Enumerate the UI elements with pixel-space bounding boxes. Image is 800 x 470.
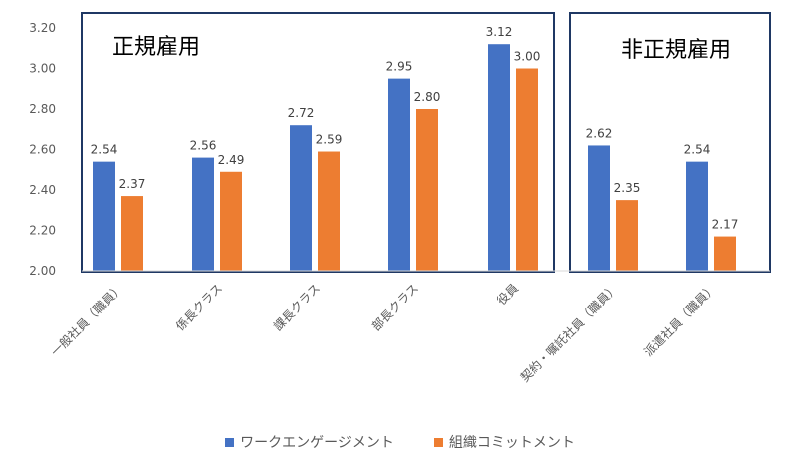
legend-item: 組織コミットメント bbox=[433, 432, 575, 452]
group-label: 正規雇用 bbox=[112, 35, 200, 60]
y-tick-label: 2.00 bbox=[29, 264, 56, 278]
category-label: 課長クラス bbox=[270, 281, 323, 334]
bar bbox=[388, 78, 410, 271]
category-label: 一般社員（職員） bbox=[48, 281, 126, 359]
y-tick-label: 3.00 bbox=[29, 62, 56, 76]
data-label: 2.54 bbox=[684, 143, 711, 157]
bar bbox=[192, 157, 214, 271]
bar bbox=[220, 171, 242, 271]
group-box bbox=[569, 12, 771, 273]
bar bbox=[318, 151, 340, 271]
legend-item: ワークエンゲージメント bbox=[225, 432, 394, 452]
bar bbox=[616, 200, 638, 271]
data-label: 2.37 bbox=[119, 177, 146, 191]
bar bbox=[686, 161, 708, 271]
data-label: 2.35 bbox=[614, 181, 641, 195]
data-label: 2.80 bbox=[414, 90, 441, 104]
legend: ワークエンゲージメント 組織コミットメント bbox=[0, 432, 800, 452]
category-label: 部長クラス bbox=[368, 281, 421, 334]
bar bbox=[714, 236, 736, 271]
y-tick-label: 3.20 bbox=[29, 21, 56, 35]
bars bbox=[82, 44, 770, 272]
data-label: 2.54 bbox=[91, 143, 118, 157]
bar bbox=[416, 109, 438, 271]
data-label: 2.59 bbox=[316, 133, 343, 147]
legend-swatch bbox=[433, 437, 443, 447]
data-label: 2.62 bbox=[586, 126, 613, 140]
legend-swatch bbox=[225, 437, 235, 447]
group-boxes: 正規雇用 非正規雇用 bbox=[81, 12, 771, 273]
y-tick-label: 2.40 bbox=[29, 183, 56, 197]
category-label: 派遣社員（職員） bbox=[641, 281, 719, 359]
bar bbox=[290, 125, 312, 271]
data-label: 2.49 bbox=[218, 153, 245, 167]
legend-label: ワークエンゲージメント bbox=[240, 435, 394, 451]
bar bbox=[488, 44, 510, 272]
bar bbox=[93, 161, 115, 271]
category-label: 契約・嘱託社員（職員） bbox=[517, 281, 621, 385]
bar bbox=[121, 196, 143, 271]
bar bbox=[588, 145, 610, 271]
data-label: 2.95 bbox=[386, 60, 413, 74]
category-label: 役員 bbox=[494, 281, 522, 309]
category-label: 係長クラス bbox=[173, 281, 225, 333]
data-label: 2.72 bbox=[288, 106, 315, 120]
data-label: 2.17 bbox=[712, 218, 739, 232]
group-box bbox=[81, 12, 555, 273]
data-labels: 2.54 2.37 2.562.49 2.722.59 2.95 2.80 3.123.00… bbox=[91, 25, 739, 231]
y-tick-label: 2.20 bbox=[29, 224, 56, 238]
y-tick-label: 2.80 bbox=[29, 102, 56, 116]
group-label: 非正規雇用 bbox=[621, 38, 731, 63]
bar bbox=[516, 68, 538, 271]
legend-label: 組織コミットメント bbox=[448, 435, 575, 451]
y-tick-label: 2.60 bbox=[29, 143, 56, 157]
data-label: 2.56 bbox=[190, 139, 217, 153]
data-label: 3.00 bbox=[514, 50, 541, 64]
data-label: 3.12 bbox=[486, 25, 513, 39]
y-axis: 2.00 2.20 2.40 2.60 2.80 3.00 3.20 bbox=[29, 21, 56, 278]
